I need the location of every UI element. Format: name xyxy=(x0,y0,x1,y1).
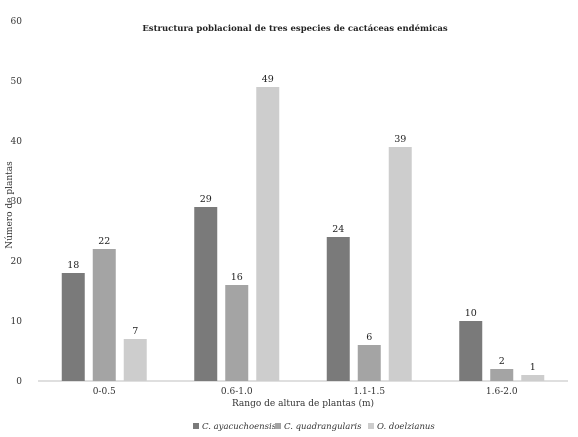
y-tick-label: 50 xyxy=(11,77,23,87)
y-tick-label: 60 xyxy=(11,17,23,27)
y-tick-label: 0 xyxy=(16,377,22,387)
data-label: 49 xyxy=(262,74,274,85)
bar xyxy=(388,147,412,381)
data-labels: 18 22 7 29 16 49 24 6 39 10 2 1 xyxy=(67,74,536,373)
bar xyxy=(326,237,350,381)
x-tick-label: 1.6-2.0 xyxy=(486,387,518,397)
bar xyxy=(225,285,249,381)
data-label: 22 xyxy=(98,236,110,247)
bar xyxy=(61,273,85,381)
data-label: 6 xyxy=(366,332,372,343)
y-tick-label: 10 xyxy=(11,317,23,327)
bar xyxy=(357,345,381,381)
data-label: 16 xyxy=(231,272,243,283)
data-label: 39 xyxy=(394,134,406,145)
y-axis-label: Número de plantas xyxy=(4,161,15,249)
legend-label: C. ayacuchoensis xyxy=(202,422,277,432)
data-label: 10 xyxy=(465,308,477,319)
bar xyxy=(459,321,483,381)
data-label: 7 xyxy=(132,326,138,337)
data-label: 18 xyxy=(67,260,79,271)
y-axis-ticks: 0 10 20 30 40 50 60 xyxy=(11,17,23,387)
bars xyxy=(61,87,545,381)
bar xyxy=(92,249,116,381)
bar xyxy=(194,207,218,381)
legend-swatch xyxy=(368,423,374,429)
data-label: 2 xyxy=(499,356,505,367)
chart-title: Estructura poblacional de tres especies … xyxy=(142,23,448,34)
data-label: 24 xyxy=(332,224,344,235)
legend-swatch xyxy=(275,423,281,429)
legend-label: O. doelzianus xyxy=(377,422,435,432)
x-axis-ticks: 0-0.5 0.6-1.0 1.1-1.5 1.6-2.0 xyxy=(93,387,518,397)
y-tick-label: 20 xyxy=(11,257,23,267)
x-tick-label: 0.6-1.0 xyxy=(221,387,253,397)
x-tick-label: 1.1-1.5 xyxy=(353,387,385,397)
bar xyxy=(490,369,514,381)
legend-swatch xyxy=(193,423,199,429)
legend-label: C. quadrangularis xyxy=(284,422,362,432)
bar xyxy=(123,339,147,381)
bar xyxy=(521,375,545,381)
x-axis-label: Rango de altura de plantas (m) xyxy=(232,398,374,409)
data-label: 1 xyxy=(530,362,536,373)
y-tick-label: 40 xyxy=(11,137,23,147)
bar xyxy=(256,87,280,381)
x-tick-label: 0-0.5 xyxy=(93,387,116,397)
y-tick-label: 30 xyxy=(11,197,23,207)
data-label: 29 xyxy=(200,194,212,205)
legend: C. ayacuchoensis C. quadrangularis O. doel… xyxy=(193,422,435,432)
